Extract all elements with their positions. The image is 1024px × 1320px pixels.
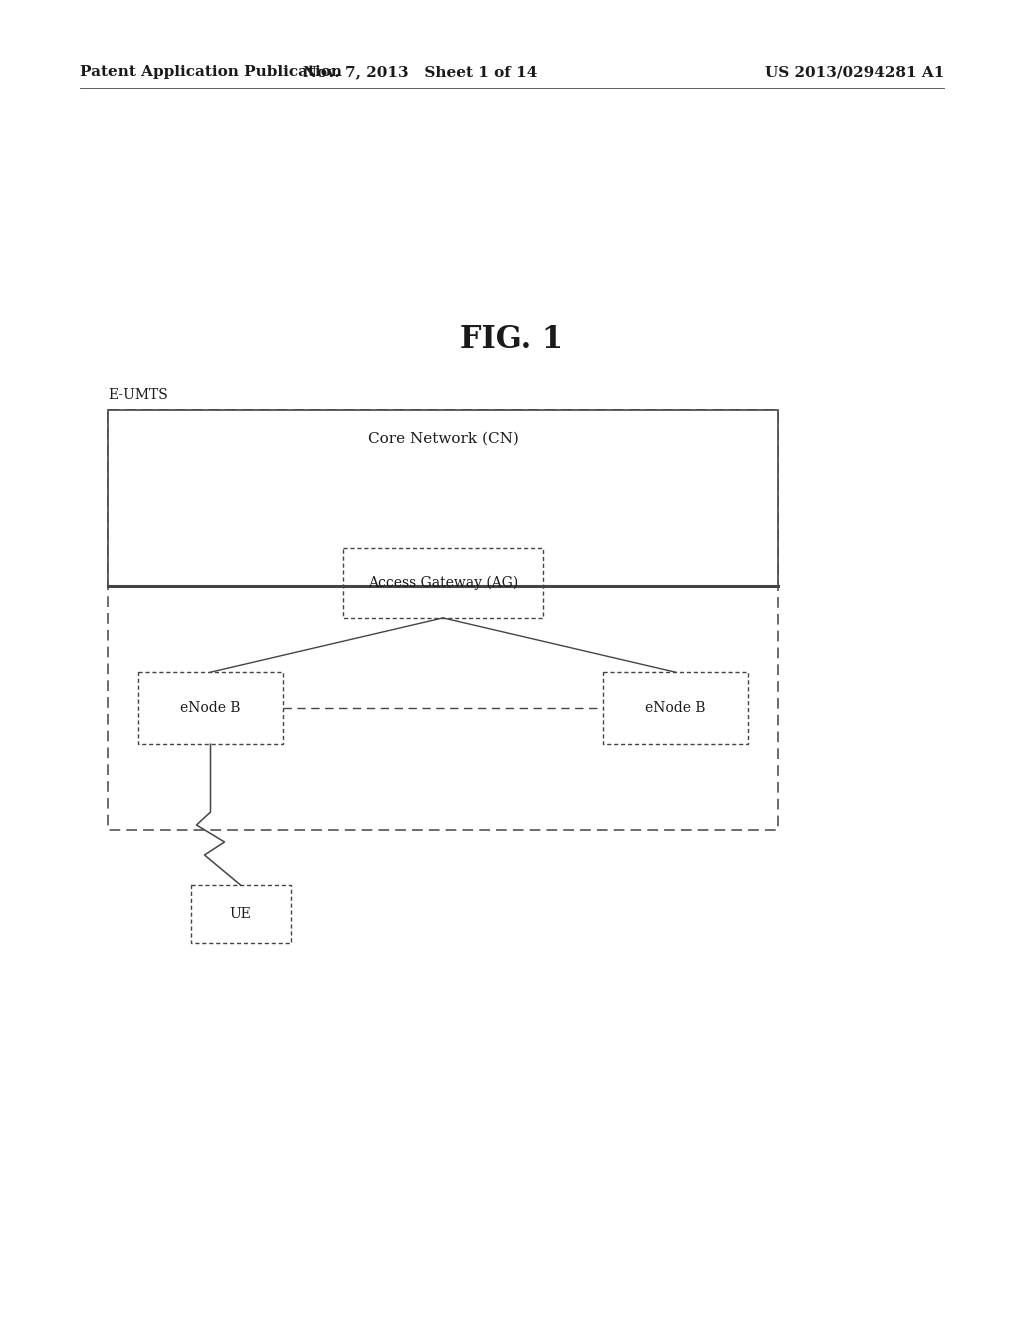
Bar [138,672,283,744]
Text: FIG. 1: FIG. 1 [461,325,563,355]
Text: US 2013/0294281 A1: US 2013/0294281 A1 [765,65,944,79]
Text: E-UMTS: E-UMTS [108,388,168,403]
Bar [108,411,778,586]
Text: eNode B: eNode B [180,701,241,715]
Text: eNode B: eNode B [645,701,706,715]
Bar [603,672,748,744]
Text: Nov. 7, 2013   Sheet 1 of 14: Nov. 7, 2013 Sheet 1 of 14 [303,65,538,79]
Bar [190,884,291,942]
Text: UE: UE [229,907,252,921]
Text: Access Gateway (AG): Access Gateway (AG) [368,576,518,590]
Text: Patent Application Publication: Patent Application Publication [80,65,342,79]
Bar [108,411,778,830]
Text: Core Network (CN): Core Network (CN) [368,432,518,446]
Bar [343,548,543,618]
